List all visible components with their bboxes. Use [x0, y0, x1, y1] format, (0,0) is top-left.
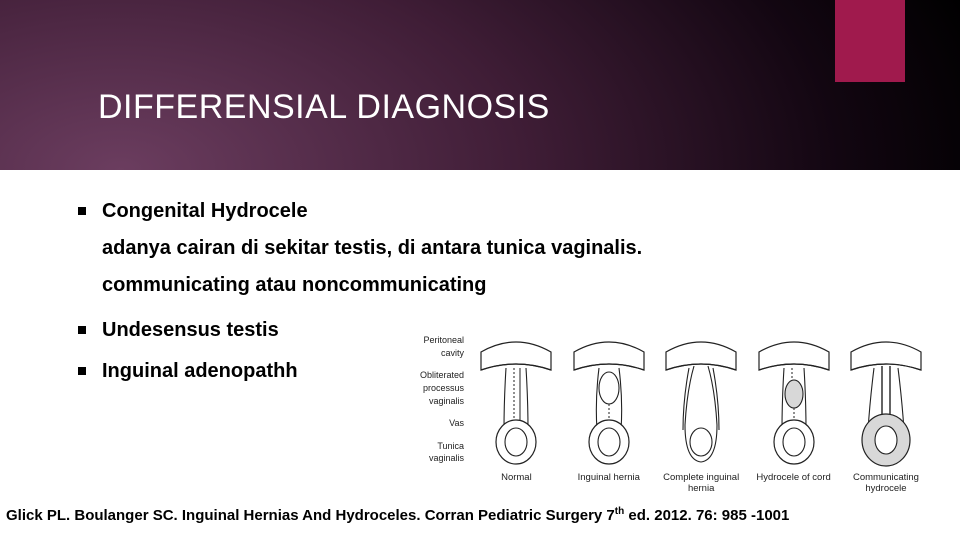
bullet-item: Congenital Hydrocele	[78, 198, 930, 225]
bullet-subline: adanya cairan di sekitar testis, di anta…	[102, 235, 930, 262]
citation-pre: Glick PL. Boulanger SC. Inguinal Hernias…	[6, 507, 615, 524]
diagram-caption: Hydrocele of cord	[756, 473, 830, 495]
diagram-label: Vas	[400, 417, 464, 430]
header-band	[0, 0, 960, 170]
anatomy-complete-hernia-icon	[661, 330, 741, 470]
hydrocele-diagram: Peritoneal cavity Obliterated processus …	[400, 320, 930, 495]
citation: Glick PL. Boulanger SC. Inguinal Hernias…	[6, 506, 954, 524]
anatomy-hernia-icon	[569, 330, 649, 470]
diagram-row-labels: Peritoneal cavity Obliterated processus …	[400, 334, 468, 495]
diagram-panel: Inguinal hernia	[565, 330, 653, 495]
page-title: DIFFERENSIAL DIAGNOSIS	[98, 88, 550, 127]
diagram-caption: Normal	[501, 473, 532, 495]
anatomy-normal-icon	[476, 330, 556, 470]
diagram-label: Obliterated processus vaginalis	[400, 369, 464, 407]
diagram-panel: Normal	[472, 330, 560, 495]
bullet-icon	[78, 326, 86, 334]
citation-sup: th	[615, 506, 624, 517]
bullet-icon	[78, 367, 86, 375]
bullet-label: Congenital Hydrocele	[102, 198, 308, 225]
diagram-caption: Complete inguinal hernia	[657, 473, 745, 495]
bullet-icon	[78, 207, 86, 215]
bullet-label: Inguinal adenopathh	[102, 358, 298, 385]
diagram-panel: Hydrocele of cord	[750, 330, 838, 495]
accent-tab	[835, 0, 905, 82]
diagram-caption: Communicating hydrocele	[842, 473, 930, 495]
bullet-subline: communicating atau noncommunicating	[102, 272, 930, 299]
diagram-caption: Inguinal hernia	[578, 473, 640, 495]
diagram-label: Tunica vaginalis	[400, 440, 464, 465]
anatomy-comm-hydrocele-icon	[846, 330, 926, 470]
anatomy-cord-hydrocele-icon	[754, 330, 834, 470]
bullet-label: Undesensus testis	[102, 317, 279, 344]
diagram-panel: Communicating hydrocele	[842, 330, 930, 495]
citation-post: ed. 2012. 76: 985 -1001	[624, 507, 789, 524]
diagram-panel: Complete inguinal hernia	[657, 330, 745, 495]
diagram-label: Peritoneal cavity	[400, 334, 464, 359]
